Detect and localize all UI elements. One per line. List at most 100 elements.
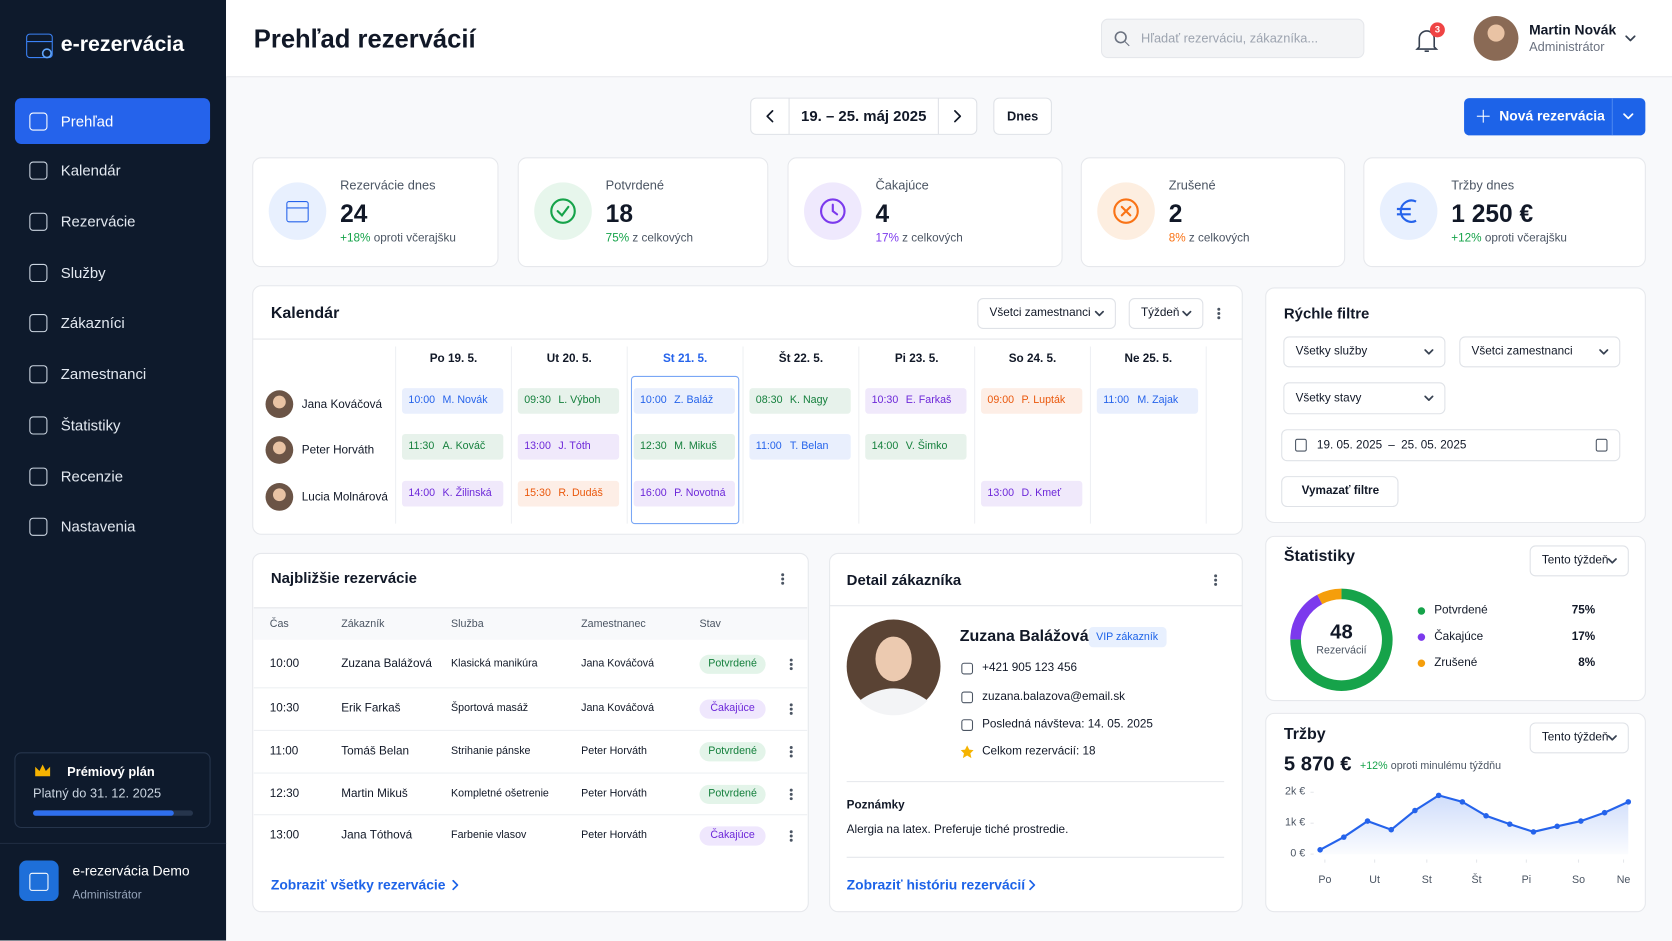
more-icon	[789, 834, 793, 838]
stat-icon	[268, 182, 327, 240]
event-time[interactable]: 15:30	[524, 487, 551, 500]
link[interactable]: Zobraziť všetky rezervácie	[270, 876, 446, 893]
event-name[interactable]: M. Novák	[442, 394, 488, 407]
cell: Farbenie vlasov	[451, 829, 527, 842]
select-label[interactable]: Všetci zamestnanci	[989, 306, 1091, 320]
nav-item[interactable]: Recenzie	[60, 467, 124, 485]
event-time[interactable]: 11:00	[755, 440, 782, 453]
crown-icon	[35, 764, 51, 777]
chevron-icon	[1029, 879, 1036, 891]
status: Potvrdené	[708, 788, 757, 800]
nav-item[interactable]: Štatistiky	[60, 416, 121, 434]
event-name[interactable]: A. Kováč	[442, 440, 486, 453]
nav-icon	[29, 161, 48, 180]
stat-card	[1080, 157, 1346, 268]
event-time[interactable]: 09:00	[987, 394, 1015, 407]
stat-icon	[1379, 182, 1438, 240]
cell: Kompletné ošetrenie	[451, 788, 549, 800]
cell: Jana Kováčová	[581, 657, 655, 670]
event-name[interactable]: P. Novotná	[674, 487, 726, 500]
customer-card	[829, 552, 1243, 913]
stat-delta: 75%	[605, 231, 630, 245]
event-time[interactable]: 09:30	[524, 394, 551, 407]
notes: Alergia na latex. Preferuje tiché prostr…	[846, 823, 1069, 837]
link[interactable]: Zobraziť históriu rezervácií	[846, 876, 1026, 893]
select	[1529, 545, 1629, 577]
cell: Peter Horváth	[581, 788, 647, 800]
event-time[interactable]: 14:00	[871, 440, 899, 453]
stat-icon	[1120, 205, 1132, 217]
nav-item[interactable]: Nastavenia	[60, 517, 136, 535]
search-placeholder[interactable]: Hľadať rezerváciu, zákazníka...	[1140, 30, 1319, 46]
event-name[interactable]: M. Mikuš	[674, 440, 717, 453]
event-time[interactable]: 13:00	[524, 440, 551, 453]
chevron-icon	[1182, 310, 1192, 317]
nav-item[interactable]: Prehľad	[60, 112, 114, 130]
new-button-label[interactable]: Nová rezervácia	[1499, 107, 1605, 124]
line	[1319, 794, 1629, 851]
event-name[interactable]: V. Šimko	[905, 440, 948, 453]
event-name[interactable]: K. Nagy	[789, 394, 828, 407]
event-time[interactable]: 10:00	[408, 394, 436, 407]
select	[1128, 298, 1204, 329]
event-name[interactable]: J. Tóth	[558, 440, 591, 453]
event-time[interactable]: 08:30	[755, 394, 783, 407]
nav-item[interactable]: Kalendár	[60, 161, 121, 179]
event-time[interactable]: 10:00	[639, 394, 667, 407]
select-label[interactable]: Týždeň	[1140, 306, 1180, 320]
event-name[interactable]: L. Výboh	[558, 394, 601, 407]
event-name[interactable]: E. Farkaš	[905, 394, 952, 407]
event-time[interactable]: 10:30	[871, 394, 899, 407]
event-time[interactable]: 14:00	[408, 487, 436, 500]
more-icon	[789, 750, 793, 754]
status: Čakajúce	[710, 702, 755, 715]
status-pill	[699, 654, 766, 674]
legend-value: 17%	[1571, 630, 1596, 643]
event-name[interactable]: R. Dudáš	[558, 487, 603, 500]
event-name[interactable]: P. Lupták	[1021, 394, 1066, 407]
customer-photo	[875, 636, 912, 682]
select-label[interactable]: Všetky stavy	[1295, 391, 1362, 405]
event-time[interactable]: 16:00	[639, 487, 667, 500]
stat-icon	[820, 198, 846, 224]
event-name[interactable]: D. Kmeť	[1021, 487, 1062, 500]
nav-item[interactable]: Služby	[60, 264, 106, 282]
today-button-label[interactable]: Dnes	[1006, 108, 1039, 124]
day-header: St 21. 5.	[662, 352, 708, 366]
calendar-icon	[1295, 438, 1307, 452]
more-icon	[789, 797, 793, 801]
event-time[interactable]: 13:00	[987, 487, 1015, 500]
select-label[interactable]: Všetci zamestnanci	[1471, 344, 1573, 358]
event-name[interactable]: T. Belan	[789, 440, 829, 453]
event-time[interactable]: 12:30	[639, 440, 667, 453]
event	[402, 480, 504, 507]
event-name[interactable]: Z. Baláž	[674, 394, 714, 407]
donut-label: Rezervácií	[1316, 645, 1367, 657]
y-tick-label: 0 €	[1290, 847, 1306, 860]
event-name[interactable]: M. Zajak	[1137, 394, 1179, 407]
event-time[interactable]: 11:00	[1103, 394, 1130, 407]
column-header: Služba	[451, 618, 484, 631]
clear-button-label[interactable]: Vymazať filtre	[1301, 484, 1380, 498]
area	[1320, 795, 1629, 855]
nav-item[interactable]: Zákazníci	[60, 314, 125, 332]
nav-item[interactable]: Rezervácie	[60, 212, 136, 230]
cell: 12:30	[269, 787, 300, 801]
star-icon	[960, 745, 974, 759]
event	[865, 433, 967, 460]
nav-item[interactable]: Zamestnanci	[60, 365, 147, 383]
brand-icon	[41, 48, 52, 59]
point	[1388, 826, 1395, 833]
cell: 10:00	[269, 657, 300, 671]
chevron-icon	[1094, 310, 1104, 317]
select-label[interactable]: Všetky služby	[1295, 344, 1368, 358]
cell: Zuzana Balážová	[341, 657, 432, 671]
status: Potvrdené	[708, 657, 757, 670]
customer-info: Celkom rezervácií: 18	[982, 744, 1096, 758]
select-label[interactable]: Tento týždeň	[1541, 730, 1609, 744]
brand-icon	[26, 33, 53, 59]
select-label[interactable]: Tento týždeň	[1541, 553, 1609, 567]
chevron-icon	[1424, 349, 1434, 355]
event-name[interactable]: K. Žilinská	[442, 487, 492, 500]
event-time[interactable]: 11:30	[408, 440, 435, 453]
